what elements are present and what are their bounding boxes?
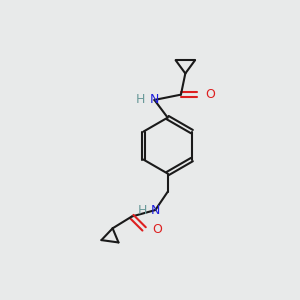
- Text: O: O: [206, 88, 215, 100]
- Text: O: O: [152, 223, 162, 236]
- Text: N: N: [150, 93, 159, 106]
- Text: N: N: [151, 204, 160, 217]
- Text: H: H: [136, 93, 146, 106]
- Text: H: H: [138, 204, 147, 217]
